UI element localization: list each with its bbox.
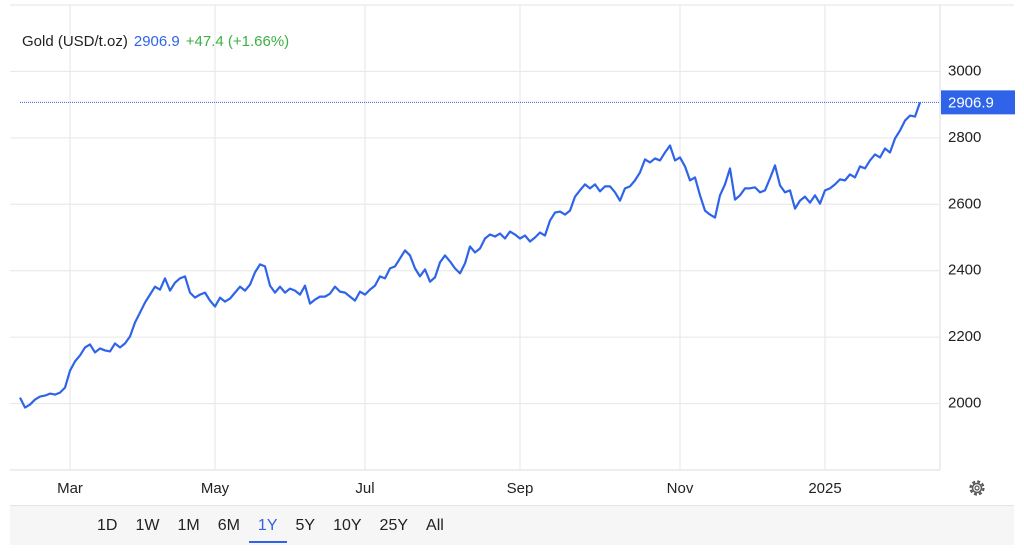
gear-teeth xyxy=(969,480,985,496)
y-tick-label: 2800 xyxy=(948,129,981,146)
settings-icon[interactable] xyxy=(969,480,985,496)
x-tick-label: Nov xyxy=(667,480,694,497)
last-price-label: 2906.9 xyxy=(948,94,994,111)
price-line xyxy=(19,101,922,409)
y-tick-label: 2000 xyxy=(948,395,981,412)
chart: 2000 2200 2400 2600 2800 3000 Mar May Jul Sep Nov 2… xyxy=(10,4,1015,497)
range-button[interactable]: 1Y xyxy=(248,509,287,543)
range-button[interactable]: 1D xyxy=(97,516,118,534)
last-price-box xyxy=(941,90,1015,115)
y-tick-label: 3000 xyxy=(948,62,981,79)
range-button[interactable]: 1W xyxy=(135,516,160,534)
range-button[interactable]: 25Y xyxy=(379,516,409,534)
last-price: 2906.9 xyxy=(133,33,180,50)
x-tick-label: Sep xyxy=(507,480,534,497)
range-button[interactable]: 1M xyxy=(177,516,200,534)
range-button[interactable]: 5Y xyxy=(295,516,316,534)
y-tick-label: 2400 xyxy=(948,262,981,279)
range-bar: 1D 1W 1M 6M 1Y 5Y 10Y 25Y All xyxy=(10,505,1014,545)
x-tick-label: Jul xyxy=(355,480,374,497)
y-tick-label: 2200 xyxy=(948,328,981,345)
header: Gold (USD/t.oz) 2906.9 +47.4 (+1.66%) xyxy=(22,33,289,50)
x-tick-label: 2025 xyxy=(808,480,841,497)
price-change: +47.4 (+1.66%) xyxy=(185,33,290,50)
x-tick-label: Mar xyxy=(57,480,83,497)
gear-hub xyxy=(974,485,980,491)
chart-title: Gold (USD/t.oz) xyxy=(22,33,128,50)
range-button[interactable]: 10Y xyxy=(333,516,362,534)
range-button[interactable]: All xyxy=(426,516,444,534)
x-tick-label: May xyxy=(201,480,230,497)
range-button[interactable]: 6M xyxy=(217,516,240,534)
y-tick-label: 2600 xyxy=(948,195,981,212)
gear-ring xyxy=(971,482,983,494)
